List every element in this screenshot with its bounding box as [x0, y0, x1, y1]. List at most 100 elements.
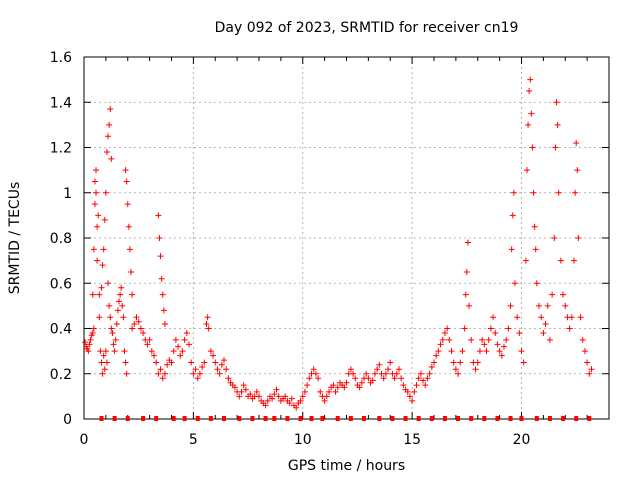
data-point [201, 359, 208, 366]
data-point [330, 382, 337, 389]
baseline-marker [182, 416, 187, 421]
data-point [562, 302, 569, 309]
data-point [157, 253, 164, 260]
data-point [304, 382, 311, 389]
data-point [119, 302, 126, 309]
data-point [110, 341, 117, 348]
data-point [420, 377, 427, 384]
y-tick-label: 0.4 [50, 322, 72, 338]
data-point [553, 99, 560, 106]
data-point [444, 325, 451, 332]
data-point [273, 386, 280, 393]
data-point [192, 366, 199, 373]
data-point [101, 366, 108, 373]
baseline-marker [112, 416, 117, 421]
data-point [406, 393, 413, 400]
data-point [107, 314, 114, 321]
data-point [214, 366, 221, 373]
data-point [371, 370, 378, 377]
chart-title: Day 092 of 2023, SRMTID for receiver cn1… [215, 20, 519, 36]
data-point [125, 223, 132, 230]
data-point [518, 348, 525, 355]
data-point [382, 370, 389, 377]
x-tick-label: 0 [80, 432, 89, 448]
data-point [238, 388, 245, 395]
data-point [90, 246, 97, 253]
baseline-marker [272, 416, 277, 421]
data-point [415, 375, 422, 382]
data-point [450, 359, 457, 366]
baseline-marker [403, 416, 408, 421]
data-point [549, 291, 556, 298]
grid-lines [84, 57, 609, 419]
data-point [452, 366, 459, 373]
data-point [126, 246, 133, 253]
y-tick-label: 0.2 [50, 367, 72, 383]
data-point [108, 155, 115, 162]
data-point [343, 379, 350, 386]
data-point [581, 348, 588, 355]
data-point [312, 370, 319, 377]
data-point [105, 133, 112, 140]
baseline-marker [390, 416, 395, 421]
data-point [151, 352, 157, 359]
data-point [102, 348, 109, 355]
data-point [463, 268, 470, 275]
data-point [99, 262, 106, 269]
data-point [538, 314, 545, 321]
data-point [91, 178, 98, 185]
data-point [218, 361, 225, 368]
data-point [172, 336, 179, 343]
y-tick-label: 1.2 [50, 141, 72, 157]
data-point [385, 366, 392, 373]
data-point [532, 246, 539, 253]
data-point [536, 302, 542, 309]
data-point [428, 363, 435, 370]
data-point [107, 106, 114, 113]
data-point [511, 280, 518, 287]
data-point [422, 382, 429, 389]
data-point [479, 336, 486, 343]
data-point [253, 388, 260, 395]
data-point [557, 257, 564, 264]
data-point [122, 167, 129, 174]
x-tick-label: 20 [513, 432, 531, 448]
data-point [457, 359, 464, 366]
data-point [98, 359, 105, 366]
data-point [97, 348, 104, 355]
data-point [358, 379, 365, 386]
baseline-marker [508, 416, 513, 421]
data-point [540, 330, 547, 337]
baseline-marker [335, 416, 340, 421]
data-point [510, 189, 517, 196]
data-point [334, 384, 341, 391]
data-point [485, 336, 492, 343]
x-tick-label: 15 [403, 432, 421, 448]
data-point [269, 395, 276, 402]
data-point [146, 336, 153, 343]
data-point [103, 359, 110, 366]
baseline-marker [561, 416, 566, 421]
data-point [117, 291, 124, 298]
baseline-marker [456, 416, 461, 421]
data-point [113, 320, 120, 327]
baseline-marker [495, 416, 500, 421]
data-point [85, 348, 92, 355]
data-point [350, 370, 357, 377]
axes: 0 0.2 0.4 0.6 0.8 1 1.2 1.4 1.6 0 5 10 15 20 [50, 50, 609, 448]
data-point [516, 330, 523, 337]
data-point [179, 348, 186, 355]
data-point [341, 384, 348, 391]
data-point [123, 178, 130, 185]
baseline-marker [298, 416, 303, 421]
data-point [439, 336, 446, 343]
data-point [94, 223, 101, 230]
data-point [133, 314, 140, 321]
data-point [409, 397, 416, 404]
data-point [393, 370, 400, 377]
data-point [161, 370, 168, 377]
data-point [124, 201, 131, 208]
data-point [135, 318, 142, 325]
y-tick-label: 1 [63, 186, 72, 202]
baseline-marker [587, 416, 592, 421]
